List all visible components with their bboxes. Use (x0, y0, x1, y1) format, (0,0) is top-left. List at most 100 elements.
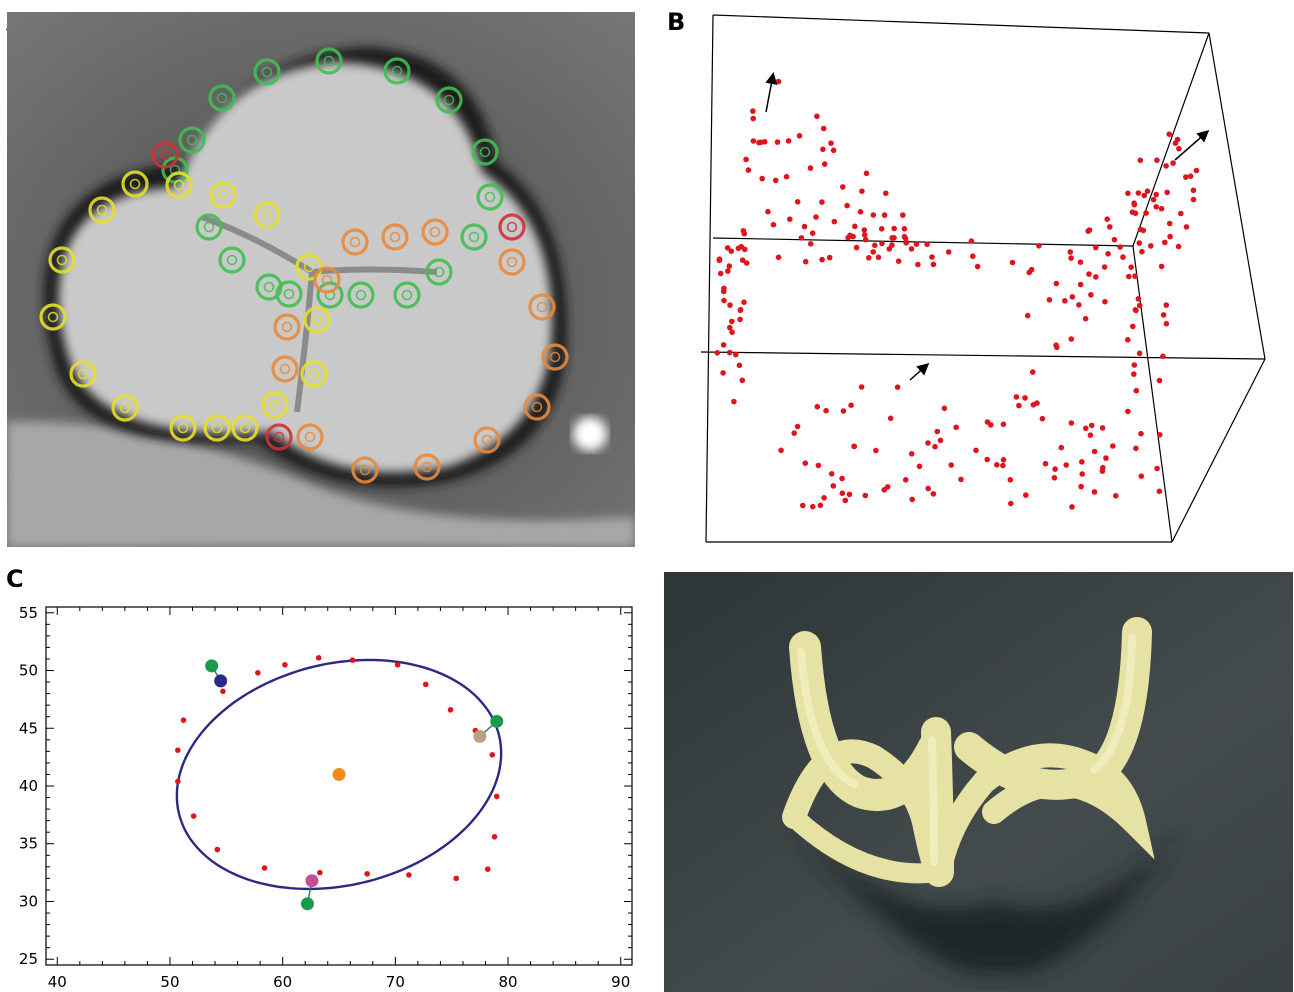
cloud-point (1091, 489, 1098, 495)
ring-marker (39, 303, 67, 331)
cloud-point (759, 175, 765, 182)
cloud-point (1113, 493, 1119, 499)
cloud-point (1102, 298, 1108, 305)
ring-marker-core (531, 401, 543, 413)
cloud-point (794, 199, 801, 205)
cloud-point (1190, 196, 1197, 203)
x-tick-label: 40 (48, 973, 67, 991)
ct-bright-spot (573, 417, 607, 451)
cloud-point (1135, 296, 1142, 302)
ring-marker-core (279, 363, 291, 375)
cloud-point (791, 430, 797, 436)
cloud-point (1133, 307, 1139, 314)
cloud-point (1023, 492, 1029, 498)
ring-marker (347, 281, 375, 309)
ring-marker (476, 183, 504, 211)
cloud-point (872, 242, 878, 249)
vertex-marker (205, 659, 219, 673)
cloud-point (839, 475, 845, 482)
cloud-point (830, 147, 837, 154)
cloud-point (866, 255, 872, 261)
cloud-point (774, 139, 781, 145)
ring-marker-core (429, 226, 441, 238)
cloud-point (1175, 243, 1182, 250)
cloud-point (1178, 210, 1184, 217)
cloud-point (794, 423, 801, 430)
cloud-point (1157, 432, 1163, 438)
cloud-point (840, 184, 846, 190)
ring-marker (48, 246, 76, 274)
ring-marker (425, 258, 453, 286)
cloud-point (901, 226, 908, 232)
cloud-point (970, 253, 976, 259)
ring-marker-core (203, 221, 215, 233)
cloud-point (909, 496, 915, 503)
cloud-point (900, 212, 906, 218)
cloud-point (901, 233, 908, 240)
cloud-point (861, 232, 868, 238)
cloud-point (745, 167, 752, 173)
cloud-point (908, 451, 915, 457)
ring-marker (315, 47, 343, 75)
ring-marker (253, 58, 281, 86)
cloud-point (883, 190, 889, 196)
cloud-point (870, 249, 876, 255)
cloud-point (862, 236, 869, 243)
cloud-point (862, 492, 869, 499)
ring-marker (435, 86, 463, 114)
cloud-point (1138, 430, 1144, 437)
x-tick-label: 60 (273, 973, 292, 991)
cloud-point (807, 165, 814, 171)
cloud-point (857, 209, 864, 215)
cloud-point (1052, 466, 1058, 472)
cloud-point (1101, 264, 1108, 270)
cloud-point (720, 288, 727, 295)
ellipse-curve (175, 658, 503, 891)
cloud-point (796, 133, 803, 139)
chart-axes (45, 606, 633, 966)
cloud-point (929, 254, 935, 260)
ring-marker (498, 213, 526, 241)
cloud-point (750, 108, 756, 114)
ring-marker (195, 213, 223, 241)
vertex-marker (490, 714, 504, 728)
cloud-point (915, 261, 921, 268)
cloud-point (1128, 264, 1134, 270)
cloud-point (1141, 192, 1147, 199)
ring-marker (218, 246, 246, 274)
cloud-point (1083, 425, 1089, 432)
cloud-point (775, 254, 782, 261)
ring-marker (381, 223, 409, 251)
cloud-point (844, 202, 850, 209)
panel-c-ellipse-plot: 40 50 60 70 80 90 25 30 35 40 45 50 55 (19, 604, 633, 991)
ring-marker (273, 313, 301, 341)
cloud-point (1138, 473, 1145, 480)
ring-marker-core (468, 231, 480, 243)
cloud-point (1163, 320, 1170, 327)
cloud-point (741, 230, 748, 237)
direction-arrow-right (1174, 130, 1210, 161)
ring-marker-core (261, 66, 273, 78)
ring-marker-core (391, 65, 403, 77)
cloud-point (731, 398, 737, 405)
cloud-point (886, 246, 893, 252)
cloud-point (1062, 298, 1068, 304)
cloud-point (1008, 500, 1014, 507)
cloud-point (1105, 251, 1111, 257)
data-point (315, 655, 322, 661)
ring-marker-core (119, 402, 131, 414)
ring-marker-core (323, 55, 335, 67)
cloud-point (1136, 350, 1143, 357)
cloud-point (727, 324, 733, 331)
cloud-point (958, 476, 964, 483)
cloud-point (1153, 204, 1159, 210)
ring-marker (178, 126, 206, 154)
ring-marker (528, 293, 556, 321)
cloud-point (930, 261, 937, 268)
cloud-point (941, 405, 948, 412)
cloud-point (717, 270, 724, 277)
cloud-point (775, 78, 782, 85)
cloud-point (848, 402, 854, 409)
cloud-point (878, 226, 885, 232)
data-point (489, 752, 496, 758)
